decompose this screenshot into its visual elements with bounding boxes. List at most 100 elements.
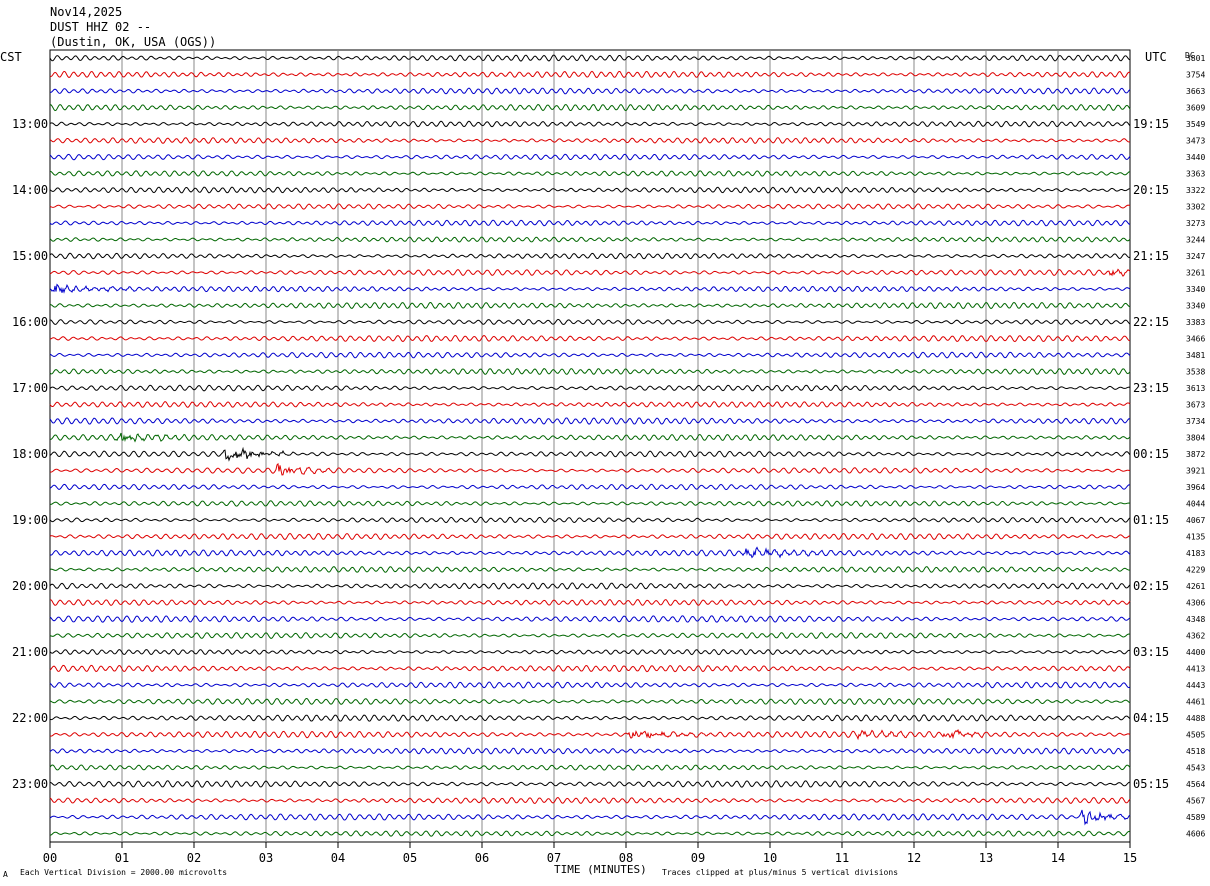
utc-hour-label: 00:15 [1133,447,1169,461]
dc-offset-label: 4505 [1186,731,1205,740]
dc-offset-label: 4564 [1186,780,1205,789]
x-axis-label: TIME (MINUTES) [554,863,647,876]
x-tick-label-11: 11 [835,851,849,865]
dc-offset-label: 4229 [1186,566,1205,575]
trace-row-7 [49,153,1131,161]
dc-offset-label: 3538 [1186,368,1205,377]
utc-hour-label: 01:15 [1133,513,1169,527]
dc-offset-label: 4044 [1186,500,1205,509]
dc-offset-label: 3244 [1186,236,1205,245]
dc-offset-label: 3872 [1186,450,1205,459]
dc-offset-label: 4606 [1186,830,1205,839]
dc-offset-label: 3363 [1186,170,1205,179]
trace-row-13 [49,252,1131,260]
x-tick-label-14: 14 [1051,851,1065,865]
seismic-traces [49,54,1131,837]
dc-offset-label: 4135 [1186,533,1205,542]
trace-row-29 [49,516,1131,524]
left-zone-label: CST [0,50,22,64]
dc-offset-label: 4413 [1186,665,1205,674]
x-tick-label-12: 12 [907,851,921,865]
trace-row-10 [49,203,1131,210]
x-tick-label-03: 03 [259,851,273,865]
header-location: (Dustin, OK, USA (OGS)) [50,35,216,49]
cst-hour-label: 15:00 [12,249,48,263]
trace-row-43 [49,747,1131,755]
dc-offset-label: 3440 [1186,153,1205,162]
utc-hour-label: 04:15 [1133,711,1169,725]
cst-hour-label: 14:00 [12,183,48,197]
x-tick-label-08: 08 [619,851,633,865]
x-tick-label-04: 04 [331,851,345,865]
dc-offset-label: 3801 [1186,54,1205,63]
dc-offset-label: 4348 [1186,615,1205,624]
trace-row-28 [50,500,1131,507]
trace-row-23 [49,417,1131,425]
dc-offset-label: 3473 [1186,137,1205,146]
cst-hour-label: 19:00 [12,513,48,527]
trace-row-22 [49,401,1131,408]
corner-mark: A [3,870,8,879]
header-date: Nov14,2025 [50,5,122,19]
trace-row-19 [49,351,1131,359]
plot-frame [49,49,1131,843]
cst-hour-labels: 13:00 14:00 15:00 16:00 17:00 18:00 19:00 20:00… [12,117,48,791]
utc-hour-label: 23:15 [1133,381,1169,395]
utc-hour-label: 22:15 [1133,315,1169,329]
x-tick-label-00: 00 [43,851,57,865]
utc-hour-label: 19:15 [1133,117,1169,131]
dc-offset-label: 3481 [1186,351,1205,360]
utc-hour-label: 02:15 [1133,579,1169,593]
trace-row-40 [49,697,1131,706]
dc-offset-label: 4567 [1186,797,1205,806]
trace-row-25 [49,446,1131,462]
dc-offset-label: 4461 [1186,698,1205,707]
dc-offset-label: 3340 [1186,285,1205,294]
header-station: DUST HHZ 02 -- [50,20,151,34]
cst-hour-label: 13:00 [12,117,48,131]
dc-offset-label: 3609 [1186,104,1205,113]
x-tick-label-07: 07 [547,851,561,865]
dc-offset-label: 3964 [1186,483,1205,492]
trace-row-37 [49,649,1131,656]
dc-offset-label: 3613 [1186,384,1205,393]
trace-row-46 [49,796,1131,805]
trace-row-17 [49,318,1131,326]
dc-offset-label: 4400 [1186,648,1205,657]
cst-hour-label: 21:00 [12,645,48,659]
trace-row-16 [49,301,1131,310]
dc-offset-label: 4443 [1186,681,1205,690]
dc-offset-label: 4488 [1186,714,1205,723]
trace-row-5 [49,120,1131,128]
trace-row-32 [49,566,1131,573]
utc-hour-label: 21:15 [1133,249,1169,263]
trace-row-45 [49,780,1131,788]
trace-row-21 [49,384,1131,392]
trace-row-31 [49,546,1131,559]
trace-row-36 [49,632,1131,639]
dc-offset-label: 4518 [1186,747,1205,756]
dc-offset-label: 4306 [1186,599,1205,608]
trace-row-24 [49,432,1131,443]
dc-offset-label: 4362 [1186,632,1205,641]
dc-offset-label: 3754 [1186,71,1205,80]
dc-offset-label: 3673 [1186,401,1205,410]
trace-row-48 [49,830,1131,837]
trace-row-47 [49,809,1131,826]
trace-row-15 [49,283,1131,294]
dc-offset-label: 4261 [1186,582,1205,591]
trace-row-44 [49,764,1131,771]
utc-hour-label: 20:15 [1133,183,1169,197]
cst-hour-label: 17:00 [12,381,48,395]
dc-offset-label: 3466 [1186,335,1205,344]
x-tick-label-01: 01 [115,851,129,865]
cst-hour-label: 22:00 [12,711,48,725]
x-tick-label-13: 13 [979,851,993,865]
x-tick-label-09: 09 [691,851,705,865]
trace-row-14 [49,268,1131,277]
dc-offset-labels: 3801 3754 3663 3609 3549 3473 3440 3363 3322 3302… [1186,54,1205,839]
utc-hour-labels: 19:15 20:15 21:15 22:15 23:15 00:15 01:15 02:15… [1133,117,1169,791]
trace-row-38 [49,664,1131,673]
dc-offset-label: 3340 [1186,302,1205,311]
dc-offset-label: 3383 [1186,318,1205,327]
